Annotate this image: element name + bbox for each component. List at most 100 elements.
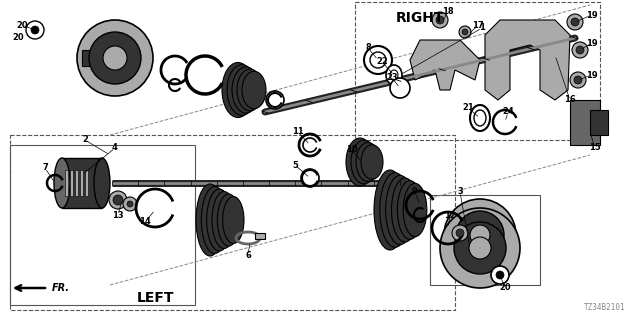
Ellipse shape bbox=[356, 142, 380, 181]
Text: 20: 20 bbox=[16, 20, 28, 29]
Text: 20: 20 bbox=[499, 284, 511, 292]
Circle shape bbox=[103, 46, 127, 70]
Ellipse shape bbox=[470, 105, 490, 131]
Ellipse shape bbox=[374, 170, 406, 250]
Bar bbox=[62, 158, 102, 208]
Circle shape bbox=[266, 91, 284, 109]
Circle shape bbox=[496, 271, 504, 279]
Text: 19: 19 bbox=[586, 38, 598, 47]
Ellipse shape bbox=[351, 140, 377, 184]
Text: 23: 23 bbox=[386, 74, 398, 83]
Text: LEFT: LEFT bbox=[136, 291, 173, 305]
Bar bbox=[65, 170, 68, 196]
Circle shape bbox=[567, 14, 583, 30]
Text: 14: 14 bbox=[139, 218, 151, 227]
Bar bbox=[255, 233, 265, 239]
Text: 2: 2 bbox=[82, 135, 88, 145]
Text: 6: 6 bbox=[245, 251, 251, 260]
Text: 13: 13 bbox=[112, 211, 124, 220]
Text: 11: 11 bbox=[292, 127, 304, 137]
Polygon shape bbox=[410, 40, 480, 90]
Bar bbox=[570, 100, 600, 145]
Circle shape bbox=[31, 26, 39, 34]
Text: 8: 8 bbox=[365, 44, 371, 52]
Ellipse shape bbox=[474, 110, 486, 126]
Bar bbox=[75, 170, 78, 196]
Circle shape bbox=[571, 18, 579, 26]
Circle shape bbox=[123, 197, 137, 211]
Circle shape bbox=[26, 21, 44, 39]
Circle shape bbox=[113, 195, 123, 205]
Circle shape bbox=[570, 72, 586, 88]
Circle shape bbox=[470, 225, 490, 245]
Text: 5: 5 bbox=[292, 161, 298, 170]
Ellipse shape bbox=[94, 158, 110, 208]
Circle shape bbox=[301, 169, 319, 187]
Circle shape bbox=[456, 229, 464, 237]
Text: 3: 3 bbox=[457, 188, 463, 196]
Circle shape bbox=[462, 29, 468, 35]
Text: 19: 19 bbox=[586, 70, 598, 79]
Ellipse shape bbox=[386, 65, 402, 85]
Ellipse shape bbox=[222, 62, 254, 117]
Circle shape bbox=[574, 76, 582, 84]
Ellipse shape bbox=[380, 173, 410, 247]
Circle shape bbox=[364, 46, 392, 74]
Circle shape bbox=[432, 12, 448, 28]
Text: RIGHT: RIGHT bbox=[396, 11, 444, 25]
Bar bbox=[70, 170, 73, 196]
Text: 1: 1 bbox=[479, 23, 485, 33]
Text: 15: 15 bbox=[589, 143, 601, 153]
Ellipse shape bbox=[218, 194, 240, 246]
Text: 7: 7 bbox=[42, 164, 48, 172]
Text: 24: 24 bbox=[502, 108, 514, 116]
Bar bbox=[590, 110, 608, 135]
Text: 22: 22 bbox=[376, 58, 388, 67]
Bar bbox=[80, 170, 83, 196]
Circle shape bbox=[109, 191, 127, 209]
Ellipse shape bbox=[227, 65, 257, 115]
Ellipse shape bbox=[390, 70, 398, 80]
Text: 16: 16 bbox=[564, 95, 576, 105]
Ellipse shape bbox=[386, 175, 414, 245]
Text: 18: 18 bbox=[442, 7, 454, 17]
Circle shape bbox=[440, 208, 520, 288]
Circle shape bbox=[459, 26, 471, 38]
Text: TZ34B2101: TZ34B2101 bbox=[584, 303, 625, 312]
Ellipse shape bbox=[346, 138, 374, 186]
Ellipse shape bbox=[392, 178, 419, 242]
Text: 10: 10 bbox=[346, 146, 358, 155]
Circle shape bbox=[436, 16, 444, 24]
Circle shape bbox=[572, 42, 588, 58]
Bar bbox=[85, 170, 88, 196]
Ellipse shape bbox=[196, 184, 224, 256]
Circle shape bbox=[469, 237, 491, 259]
Circle shape bbox=[89, 32, 141, 84]
Text: 21: 21 bbox=[462, 103, 474, 113]
Ellipse shape bbox=[397, 181, 422, 239]
Circle shape bbox=[452, 225, 468, 241]
Text: 4: 4 bbox=[112, 143, 118, 153]
Bar bbox=[82, 50, 104, 66]
Ellipse shape bbox=[242, 71, 266, 109]
Polygon shape bbox=[485, 20, 570, 100]
Text: FR.: FR. bbox=[52, 283, 70, 293]
Circle shape bbox=[77, 20, 153, 96]
Ellipse shape bbox=[202, 187, 228, 253]
Ellipse shape bbox=[223, 196, 244, 244]
Ellipse shape bbox=[212, 191, 236, 249]
Ellipse shape bbox=[403, 183, 427, 237]
Circle shape bbox=[491, 266, 509, 284]
Circle shape bbox=[454, 222, 506, 274]
Circle shape bbox=[370, 52, 386, 68]
Circle shape bbox=[390, 78, 410, 98]
Ellipse shape bbox=[54, 158, 70, 208]
Circle shape bbox=[444, 199, 516, 271]
Text: 20: 20 bbox=[12, 34, 24, 43]
Circle shape bbox=[576, 46, 584, 54]
Text: 17: 17 bbox=[472, 20, 484, 29]
Circle shape bbox=[127, 201, 133, 207]
Text: 9: 9 bbox=[412, 188, 418, 196]
Ellipse shape bbox=[232, 67, 260, 113]
Ellipse shape bbox=[207, 189, 232, 251]
